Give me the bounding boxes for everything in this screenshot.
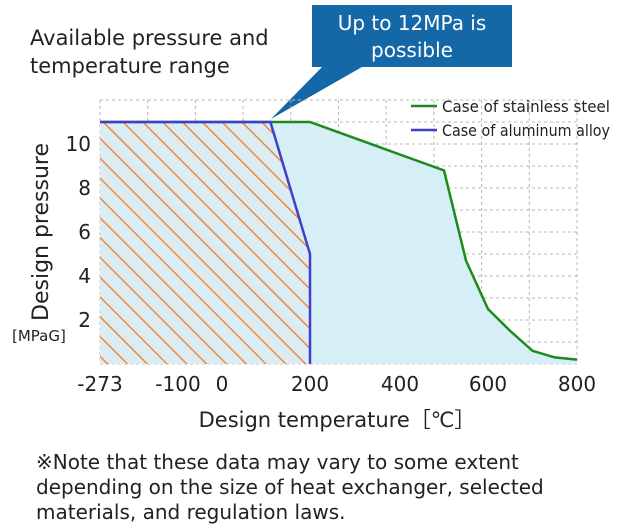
stainless-steel-line — [100, 120, 578, 361]
y-tick-label: 6 — [78, 220, 91, 244]
x-tick-labels: -273 -100 0 200 400 600 800 — [77, 372, 596, 396]
callout-line-2: possible — [371, 38, 453, 62]
plot-areas — [100, 122, 577, 364]
callout-line-1: Up to 12MPa is — [338, 11, 487, 35]
callout-pointer — [271, 67, 362, 119]
x-tick-label: 800 — [558, 372, 596, 396]
x-tick-label: -100 — [155, 372, 200, 396]
y-tick-label: 2 — [78, 308, 91, 332]
chart-title-line-1: Available pressure and — [30, 26, 269, 50]
legend: Case of stainless steel Case of aluminum … — [411, 97, 610, 140]
x-tick-label: 0 — [216, 372, 229, 396]
y-axis-unit: [MPaG] — [12, 327, 66, 345]
pressure-temperature-chart: Available pressure and temperature range… — [12, 5, 610, 432]
y-tick-label: 8 — [78, 176, 91, 200]
chart-title-line-2: temperature range — [30, 54, 230, 78]
x-axis-label: Design temperature［℃］ — [199, 408, 476, 432]
callout-box — [312, 5, 512, 67]
x-tick-label: 200 — [291, 372, 329, 396]
y-axis-label: Design pressure — [29, 143, 54, 321]
aluminum-alloy-area — [100, 122, 310, 364]
x-tick-label: 400 — [381, 372, 419, 396]
footnote: ※Note that these data may vary to some e… — [36, 450, 544, 524]
aluminum-alloy-line — [100, 120, 312, 364]
x-tick-label: 600 — [469, 372, 507, 396]
y-tick-labels: 2 4 6 8 10 — [66, 132, 91, 332]
legend-label: Case of stainless steel — [442, 97, 610, 116]
plot-lines — [100, 120, 578, 364]
legend-label: Case of aluminum alloy — [442, 121, 610, 140]
y-tick-label: 10 — [66, 132, 91, 156]
callout: Up to 12MPa is possible — [271, 5, 512, 119]
y-tick-label: 4 — [78, 264, 91, 288]
x-tick-label: -273 — [77, 372, 122, 396]
